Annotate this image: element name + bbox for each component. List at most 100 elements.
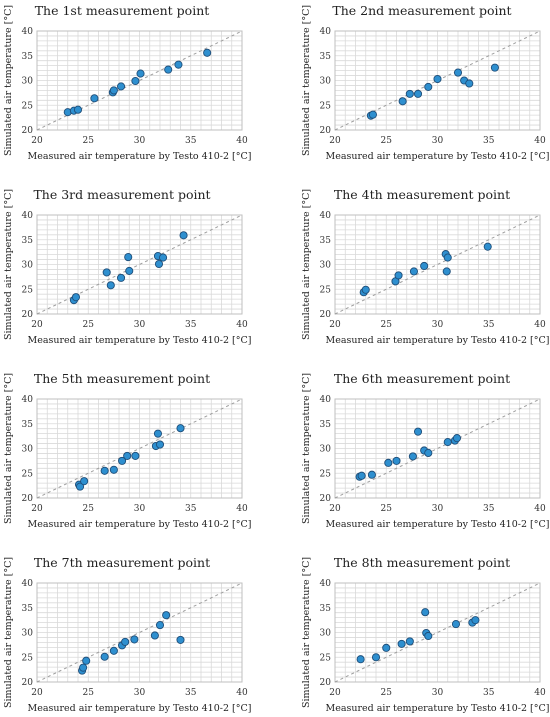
data-point — [203, 48, 212, 57]
y-tick-label: 40 — [22, 211, 34, 221]
y-axis-label: Simulated air temperature [°C] — [301, 189, 312, 340]
data-point — [100, 466, 109, 475]
x-tick-label: 30 — [432, 504, 444, 514]
x-tick-label: 35 — [483, 320, 495, 330]
data-point — [408, 452, 417, 461]
data-point — [398, 97, 407, 106]
x-tick-label: 40 — [236, 320, 248, 330]
y-tick-label: 25 — [22, 285, 34, 295]
x-tick-label: 30 — [134, 136, 146, 146]
data-point — [453, 68, 463, 77]
reference-line — [334, 398, 541, 499]
x-tick-label: 20 — [329, 504, 341, 514]
x-axis-label: Measured air temperature by Testo 410-2 … — [28, 335, 252, 346]
scatter-chart-4: The 4th measurement point 20 25 30 35 40 20 25 3… — [301, 187, 549, 346]
plot-area-frame — [36, 582, 243, 683]
x-tick-label: 30 — [134, 504, 146, 514]
x-tick-label: 40 — [236, 504, 248, 514]
y-tick-label: 20 — [320, 678, 332, 688]
y-tick-label: 30 — [22, 261, 34, 271]
x-tick-label: 30 — [134, 688, 146, 698]
data-point — [452, 434, 462, 443]
scatter-chart-6: The 6th measurement point 20 25 30 35 40 20 25 3… — [301, 371, 549, 530]
x-axis-label: Measured air temperature by Testo 410-2 … — [28, 151, 252, 162]
y-tick-label: 25 — [320, 469, 332, 479]
data-point — [118, 456, 127, 465]
y-tick-label: 30 — [22, 629, 34, 639]
data-point — [424, 631, 433, 641]
y-tick-label: 35 — [22, 236, 34, 246]
data-point — [471, 616, 480, 625]
x-tick-label: 40 — [534, 504, 546, 514]
data-point — [90, 94, 99, 103]
plot-area-frame — [36, 30, 243, 131]
y-axis-label: Simulated air temperature [°C] — [301, 5, 312, 156]
y-tick-label: 20 — [320, 494, 332, 504]
x-tick-label: 20 — [329, 136, 341, 146]
data-point — [100, 652, 109, 661]
x-tick-label: 35 — [483, 136, 495, 146]
y-tick-label: 40 — [320, 211, 332, 221]
data-point — [136, 69, 145, 78]
data-point — [131, 451, 140, 460]
data-point — [356, 655, 365, 664]
data-point — [394, 271, 403, 280]
y-tick-label: 20 — [22, 310, 34, 320]
chart-title: The 2nd measurement point — [332, 3, 511, 18]
x-tick-label: 30 — [134, 320, 146, 330]
y-tick-label: 30 — [320, 629, 332, 639]
y-tick-label: 20 — [22, 678, 34, 688]
chart-title: The 7th measurement point — [34, 555, 210, 570]
data-point — [371, 653, 381, 662]
x-tick-label: 20 — [31, 688, 43, 698]
scatter-chart-7: The 7th measurement point 20 25 30 35 40 20 25 3… — [3, 555, 251, 714]
y-axis-label: Simulated air temperature [°C] — [301, 373, 312, 524]
data-point — [392, 456, 401, 465]
y-tick-label: 20 — [320, 310, 332, 320]
x-axis-label: Measured air temperature by Testo 410-2 … — [326, 519, 550, 530]
scatter-chart-8: The 8th measurement point 20 25 30 35 40 20 25 3… — [301, 555, 549, 714]
x-tick-label: 35 — [185, 320, 197, 330]
data-point — [361, 285, 370, 294]
data-point — [397, 639, 406, 648]
y-tick-label: 35 — [22, 420, 34, 430]
x-tick-label: 40 — [534, 320, 546, 330]
data-point — [155, 621, 165, 630]
y-axis-label: Simulated air temperature [°C] — [3, 189, 14, 340]
data-point — [443, 253, 452, 262]
reference-line — [334, 214, 541, 315]
x-axis-label: Measured air temperature by Testo 410-2 … — [326, 703, 550, 714]
y-tick-label: 40 — [320, 395, 332, 405]
x-tick-label: 30 — [432, 136, 444, 146]
data-point — [164, 65, 173, 74]
x-tick-label: 25 — [83, 320, 95, 330]
y-tick-label: 25 — [320, 653, 332, 663]
y-tick-label: 25 — [22, 469, 34, 479]
x-tick-label: 35 — [185, 504, 197, 514]
data-point — [102, 268, 111, 277]
data-point — [405, 89, 414, 98]
y-tick-label: 40 — [22, 579, 34, 589]
reference-line — [334, 582, 541, 683]
x-tick-label: 35 — [185, 136, 197, 146]
y-tick-label: 30 — [320, 77, 332, 87]
y-tick-label: 35 — [320, 52, 332, 62]
y-tick-label: 40 — [22, 395, 34, 405]
y-tick-label: 25 — [320, 101, 332, 111]
x-tick-label: 40 — [236, 136, 248, 146]
x-tick-label: 25 — [83, 504, 95, 514]
data-point — [176, 424, 185, 433]
chart-title: The 6th measurement point — [334, 371, 510, 386]
y-axis-label: Simulated air temperature [°C] — [3, 373, 14, 524]
scatter-chart-2: The 2nd measurement point 20 25 30 35 40 20 25 3… — [301, 3, 549, 162]
x-axis-label: Measured air temperature by Testo 410-2 … — [326, 151, 550, 162]
x-tick-label: 25 — [83, 688, 95, 698]
data-point — [109, 86, 118, 95]
y-tick-label: 20 — [22, 494, 34, 504]
y-axis-label: Simulated air temperature [°C] — [3, 5, 14, 156]
x-tick-label: 25 — [381, 136, 393, 146]
x-tick-label: 30 — [432, 320, 444, 330]
y-tick-label: 35 — [320, 604, 332, 614]
x-tick-label: 40 — [534, 688, 546, 698]
